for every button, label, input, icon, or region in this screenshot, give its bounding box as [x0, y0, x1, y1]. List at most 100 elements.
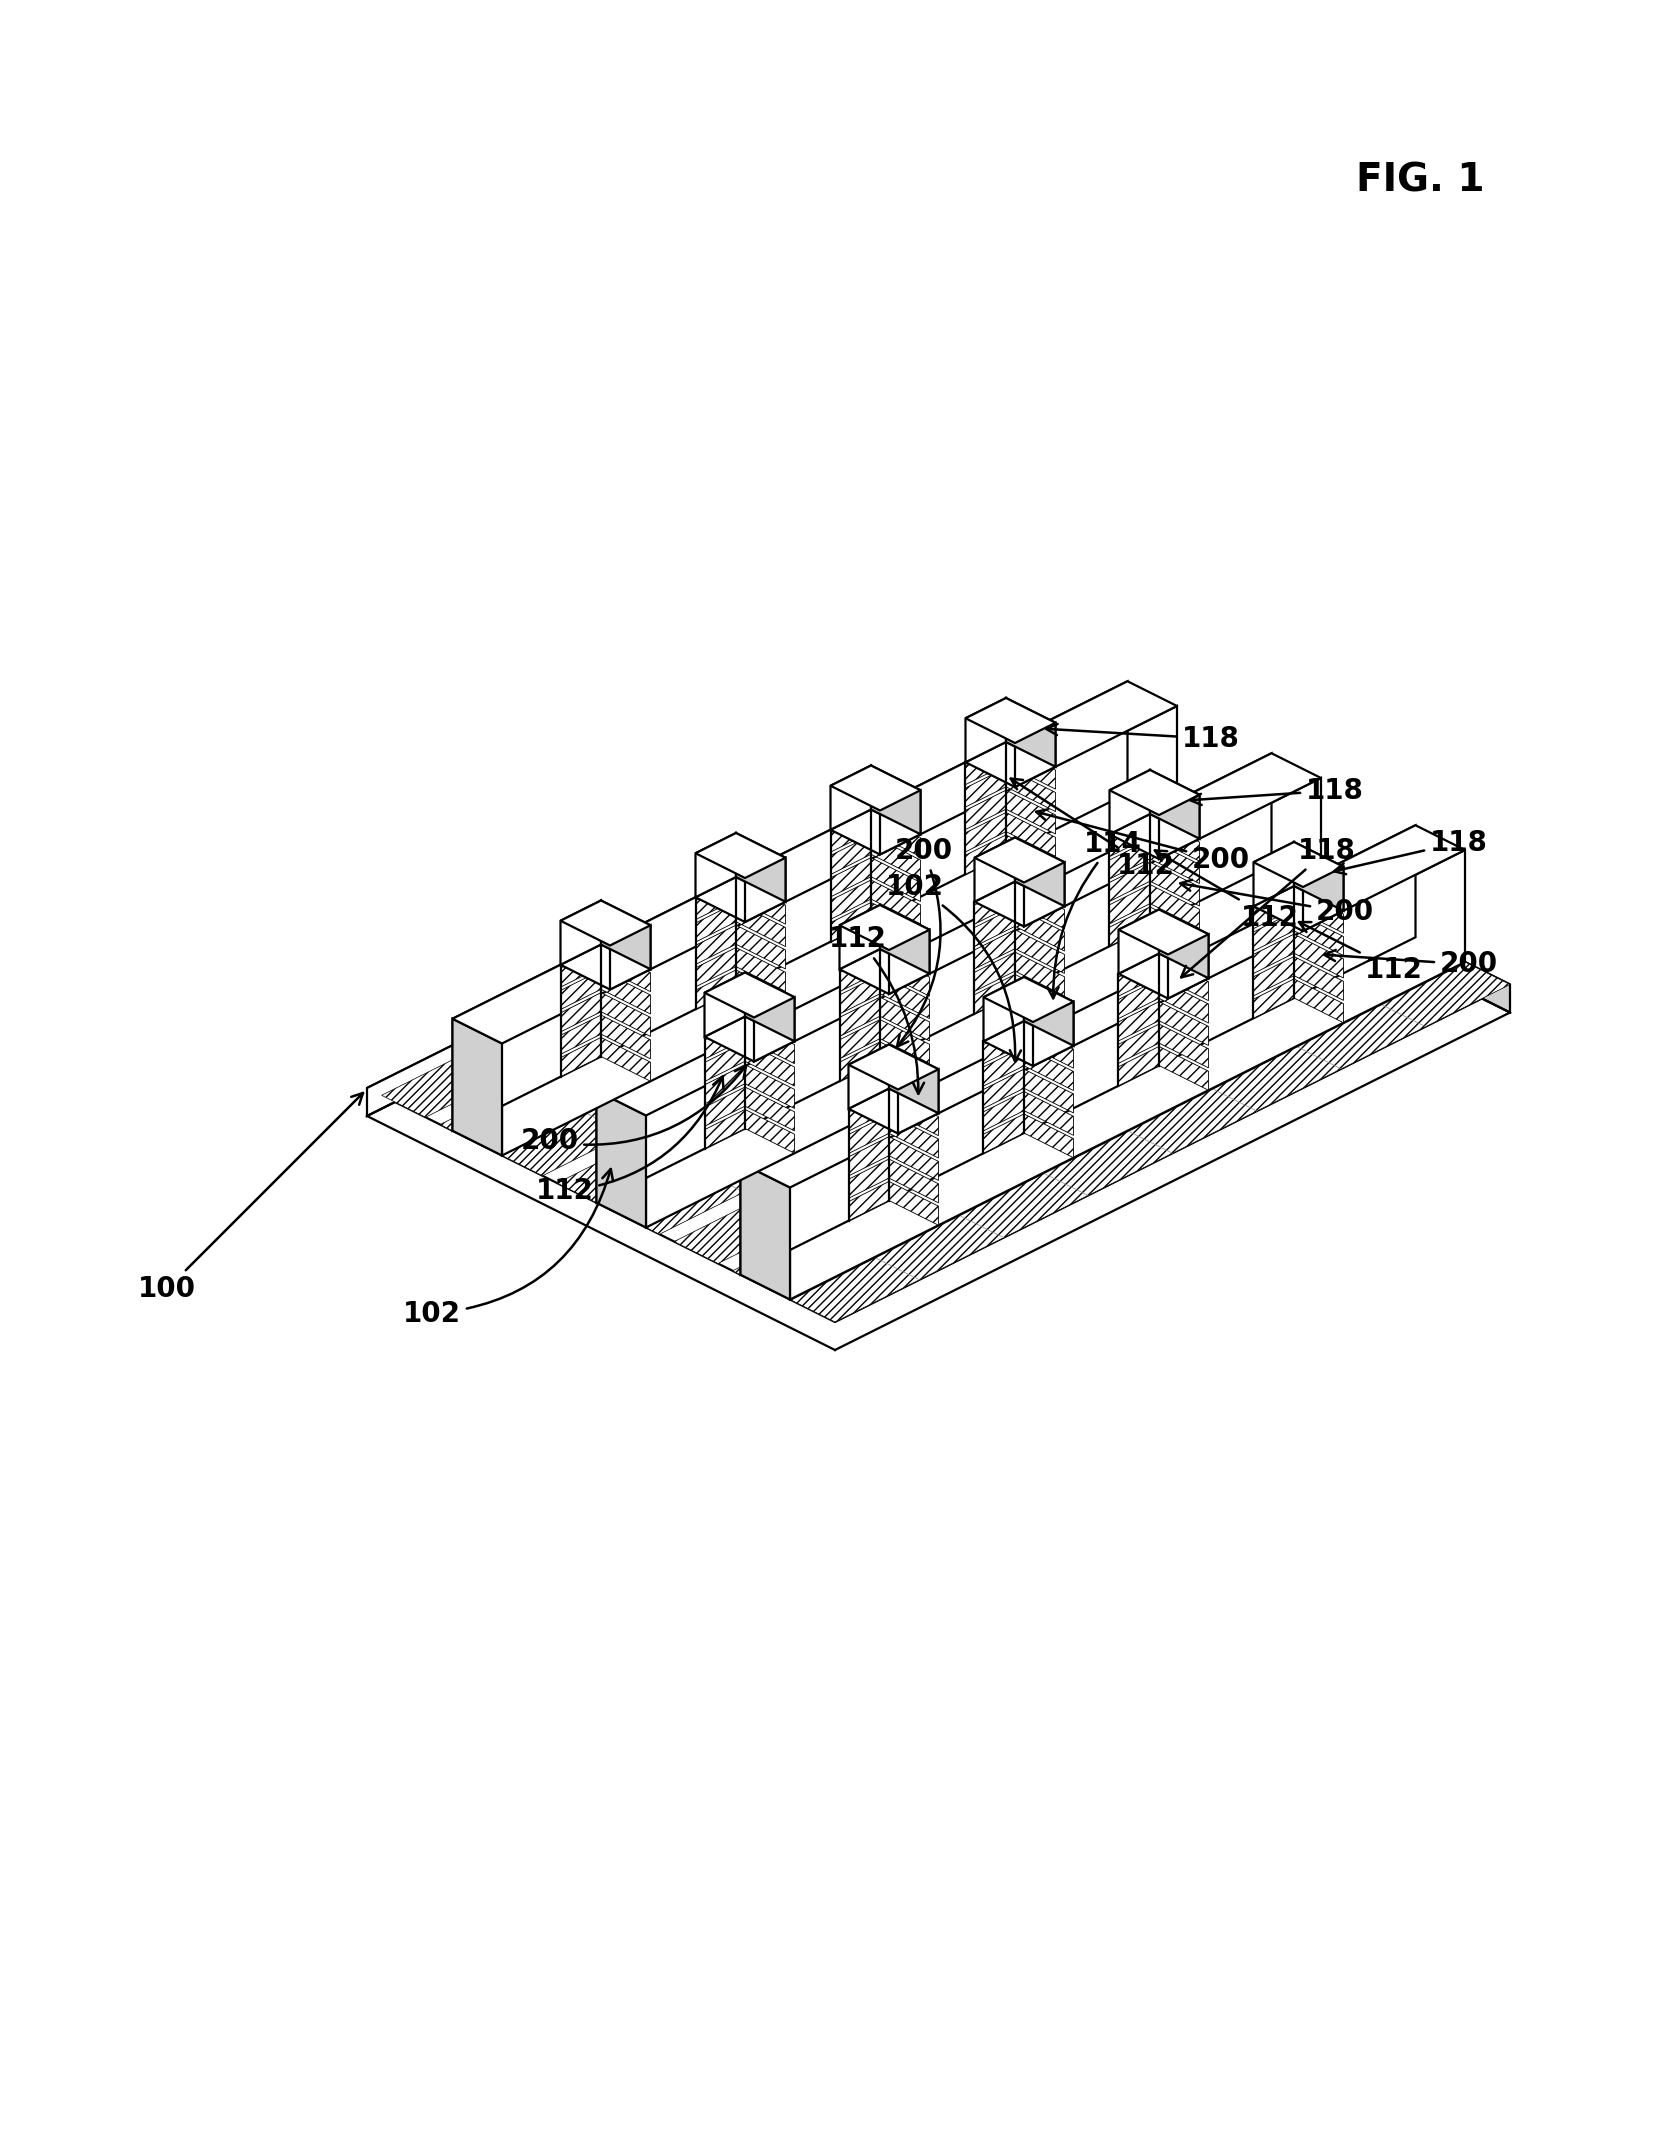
Text: 118: 118: [1334, 829, 1488, 874]
Polygon shape: [888, 1159, 939, 1202]
Polygon shape: [561, 970, 601, 1009]
Polygon shape: [561, 945, 651, 990]
Polygon shape: [1303, 867, 1343, 932]
Polygon shape: [984, 977, 1074, 1022]
Polygon shape: [1005, 790, 1055, 833]
Polygon shape: [675, 904, 1393, 1262]
Polygon shape: [561, 992, 601, 1033]
Polygon shape: [975, 975, 1015, 1013]
Polygon shape: [561, 1037, 601, 1078]
Polygon shape: [1159, 794, 1199, 859]
Polygon shape: [1254, 842, 1294, 906]
Polygon shape: [888, 1093, 939, 1136]
Polygon shape: [975, 951, 1015, 992]
Polygon shape: [984, 1022, 1074, 1067]
Polygon shape: [1109, 771, 1199, 816]
Polygon shape: [830, 809, 920, 855]
Polygon shape: [1119, 953, 1209, 998]
Polygon shape: [601, 1037, 651, 1082]
Polygon shape: [745, 859, 785, 921]
Polygon shape: [1294, 842, 1343, 910]
Polygon shape: [965, 745, 1005, 784]
Polygon shape: [1119, 1003, 1159, 1041]
Polygon shape: [1015, 908, 1064, 951]
Polygon shape: [1159, 958, 1209, 1001]
Text: 100: 100: [139, 1093, 362, 1303]
Polygon shape: [975, 837, 1015, 902]
Polygon shape: [646, 777, 1321, 1228]
Polygon shape: [880, 1020, 930, 1063]
Polygon shape: [984, 1024, 1024, 1063]
Text: FIG. 1: FIG. 1: [1356, 161, 1485, 200]
Polygon shape: [1254, 887, 1343, 932]
Polygon shape: [1005, 745, 1055, 790]
Text: 118: 118: [1045, 724, 1239, 754]
Polygon shape: [1109, 814, 1199, 859]
Polygon shape: [601, 900, 651, 968]
Polygon shape: [1254, 842, 1343, 887]
Polygon shape: [1015, 930, 1064, 973]
Polygon shape: [872, 857, 920, 902]
Polygon shape: [616, 874, 1334, 1235]
Polygon shape: [596, 1091, 646, 1228]
Polygon shape: [367, 751, 1510, 1323]
Polygon shape: [1294, 912, 1343, 955]
Polygon shape: [840, 1041, 880, 1082]
Polygon shape: [840, 906, 930, 949]
Polygon shape: [453, 1018, 503, 1155]
Polygon shape: [848, 1136, 888, 1177]
Polygon shape: [872, 814, 920, 857]
Polygon shape: [872, 902, 920, 947]
Polygon shape: [453, 681, 1177, 1043]
Polygon shape: [1159, 1046, 1209, 1091]
Polygon shape: [610, 925, 651, 990]
Polygon shape: [888, 1136, 939, 1181]
Polygon shape: [1109, 839, 1151, 878]
Polygon shape: [965, 812, 1005, 852]
Polygon shape: [601, 970, 651, 1013]
Polygon shape: [840, 906, 880, 968]
Polygon shape: [830, 766, 920, 812]
Text: 112: 112: [1156, 850, 1299, 932]
Text: 200: 200: [1035, 809, 1249, 874]
Polygon shape: [1151, 906, 1199, 951]
Polygon shape: [561, 900, 651, 945]
Polygon shape: [705, 973, 745, 1037]
Polygon shape: [705, 1041, 745, 1082]
Polygon shape: [736, 902, 785, 947]
Polygon shape: [848, 1159, 888, 1198]
Polygon shape: [984, 977, 1024, 1041]
Polygon shape: [695, 925, 736, 964]
Polygon shape: [1151, 863, 1199, 906]
Polygon shape: [503, 706, 1177, 1155]
Polygon shape: [1119, 910, 1209, 955]
Polygon shape: [1109, 885, 1151, 923]
Polygon shape: [705, 1020, 745, 1058]
Polygon shape: [1294, 889, 1343, 934]
Polygon shape: [790, 850, 1465, 1299]
Polygon shape: [745, 1020, 795, 1063]
Polygon shape: [695, 876, 785, 921]
Polygon shape: [888, 1043, 939, 1114]
Polygon shape: [740, 1164, 790, 1299]
Polygon shape: [596, 754, 1321, 1116]
Polygon shape: [1109, 906, 1151, 947]
Polygon shape: [848, 1181, 888, 1222]
Polygon shape: [872, 880, 920, 923]
Polygon shape: [1015, 885, 1064, 930]
Polygon shape: [1024, 1114, 1074, 1157]
Polygon shape: [848, 1043, 888, 1108]
Polygon shape: [1151, 885, 1199, 928]
Polygon shape: [1254, 912, 1294, 951]
Polygon shape: [880, 953, 930, 996]
Polygon shape: [441, 788, 1159, 1146]
Polygon shape: [736, 970, 785, 1013]
Polygon shape: [1034, 1003, 1074, 1067]
Polygon shape: [561, 1016, 601, 1054]
Polygon shape: [872, 766, 920, 835]
Polygon shape: [1005, 769, 1055, 812]
Polygon shape: [1294, 979, 1343, 1022]
Text: 112: 112: [536, 1076, 723, 1204]
Polygon shape: [848, 1093, 888, 1131]
Polygon shape: [1159, 1024, 1209, 1067]
